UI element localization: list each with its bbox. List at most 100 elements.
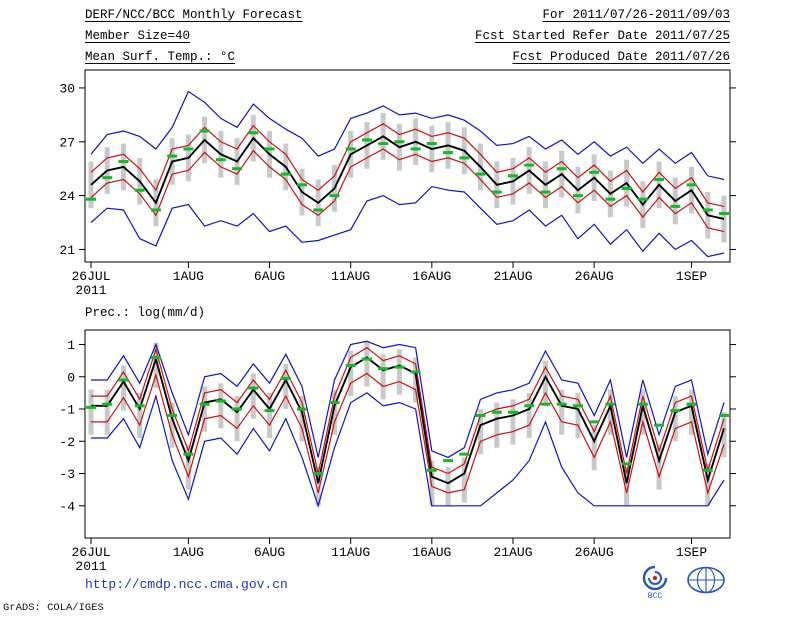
- prec-spread-bar: [705, 463, 711, 506]
- prec-spread-bar: [267, 392, 273, 439]
- prec-x-tick-label: 1SEP: [676, 545, 707, 560]
- prec-spread-bar: [218, 383, 224, 429]
- temp-y-tick-label: 24: [59, 189, 75, 204]
- temp-x-tick-label: 11AUG: [331, 269, 370, 284]
- prec-obs-marker: [524, 404, 535, 408]
- prec-spread-bar: [283, 363, 289, 410]
- prec-frame: [84, 329, 731, 539]
- temp-x-tick-label: 16AUG: [412, 269, 451, 284]
- prec-y-tick-label: -4: [59, 499, 75, 514]
- temp-obs-marker: [167, 154, 178, 158]
- temp-obs-marker: [297, 183, 307, 187]
- prec-obs-marker: [621, 462, 632, 466]
- prec-spread-bar: [234, 396, 240, 442]
- prec-obs-marker: [572, 404, 583, 408]
- prec-panel-title: Prec.: log(mm/d): [85, 306, 206, 320]
- temp-max-line: [90, 90, 725, 181]
- temp-obs-marker: [524, 163, 535, 167]
- temp-minus_std-line: [90, 148, 725, 233]
- prec-obs-marker: [313, 472, 324, 476]
- temp-obs-marker: [361, 138, 372, 142]
- temp-obs-marker: [670, 204, 681, 208]
- prec-x-tick-label: 26JUL: [71, 545, 110, 560]
- temp-obs-marker: [102, 176, 113, 180]
- produced-date-label: Fcst Produced Date 2011/07/26: [512, 50, 730, 64]
- temp-obs-marker: [280, 172, 291, 176]
- prec-y-tick-label: 0: [67, 370, 75, 385]
- prec-obs-marker: [426, 468, 437, 472]
- header-right: For 2011/07/26-2011/09/03 Fcst Started R…: [475, 5, 730, 68]
- prec-mean-line: [91, 355, 725, 485]
- temp-spread-bar: [88, 161, 94, 209]
- prec-obs-marker: [475, 413, 486, 417]
- prec-spread-bar: [104, 389, 110, 435]
- temp-x-tick-label: 1SEP: [676, 269, 707, 284]
- prec-spread-bar: [445, 467, 451, 506]
- temp-obs-marker: [540, 190, 551, 194]
- prec-x-tick-label: 6AUG: [254, 545, 285, 560]
- temp-obs-marker: [637, 197, 648, 201]
- prec-spread-bar: [185, 444, 191, 490]
- prec-obs-marker: [280, 376, 291, 380]
- prec-x-year-label: 2011: [75, 559, 106, 574]
- prec-spread-bar: [478, 409, 484, 455]
- prec-obs-marker: [297, 407, 307, 411]
- prec-minus_std-line: [91, 372, 725, 496]
- prec-spread-bar: [461, 457, 467, 503]
- temp-spread-bar: [721, 195, 727, 243]
- prec-obs-marker: [459, 452, 470, 456]
- prec-spread-bar: [689, 389, 695, 435]
- temp-obs-marker: [572, 194, 583, 198]
- prec-obs-marker: [183, 452, 194, 456]
- prec-spread-bar: [120, 365, 126, 411]
- temp-obs-marker: [410, 147, 421, 151]
- temp-obs-marker: [86, 197, 96, 201]
- temp-obs-marker: [686, 183, 697, 187]
- prec-obs-marker: [394, 365, 405, 369]
- prec-obs-marker: [719, 413, 729, 417]
- prec-y-tick-label: -3: [59, 467, 75, 482]
- temp-obs-marker: [719, 212, 729, 216]
- header-left: DERF/NCC/BCC Monthly Forecast Member Siz…: [85, 5, 303, 68]
- prec-spread-bar: [396, 349, 402, 395]
- bcc-logo-label: BCC: [648, 592, 663, 600]
- bcc-logo-dot: [652, 575, 658, 581]
- temp-obs-marker: [556, 167, 567, 171]
- website-url-link[interactable]: http://cmdp.ncc.cma.gov.cn: [85, 577, 288, 592]
- prec-obs-marker: [86, 405, 96, 409]
- prec-obs-marker: [378, 367, 389, 371]
- temp-panel-title: Mean Surf. Temp.: °C: [85, 50, 236, 64]
- prec-spread-bar: [607, 389, 613, 435]
- prec-obs-marker: [540, 402, 551, 406]
- temp-obs-marker: [264, 147, 275, 151]
- prec-obs-marker: [654, 423, 665, 427]
- prec-spread-bar: [721, 412, 727, 458]
- temp-x-tick-label: 1AUG: [173, 269, 204, 284]
- temp-x-tick-label: 26AUG: [575, 269, 614, 284]
- temp-obs-marker: [589, 170, 600, 174]
- prec-y-tick-label: -2: [59, 435, 75, 450]
- prec-plus_std-line: [91, 346, 725, 475]
- prec-x-tick-label: 21AUG: [493, 545, 532, 560]
- prec-spread-bar: [640, 389, 646, 435]
- prec-spread-bar: [202, 386, 208, 432]
- prec-obs-marker: [508, 410, 518, 414]
- ncc-globe-logo: [687, 566, 725, 594]
- prec-spread-bar: [559, 389, 565, 435]
- prec-obs-marker: [670, 409, 681, 413]
- refer-date-label: Fcst Started Refer Date 2011/07/25: [474, 29, 730, 43]
- prec-spread-bar: [624, 467, 630, 506]
- temp-obs-marker: [654, 177, 665, 181]
- prec-spread-bar: [510, 399, 516, 445]
- prec-obs-marker: [637, 402, 648, 406]
- prec-obs-marker: [589, 420, 600, 424]
- prec-spread-bar: [169, 402, 175, 448]
- prec-obs-marker: [443, 459, 454, 463]
- prec-obs-marker: [361, 357, 372, 361]
- prec-obs-marker: [702, 468, 713, 472]
- prec-min-line: [91, 392, 725, 508]
- temp-obs-marker: [183, 147, 194, 151]
- prec-obs-marker: [264, 409, 275, 413]
- prec-obs-marker: [248, 386, 259, 390]
